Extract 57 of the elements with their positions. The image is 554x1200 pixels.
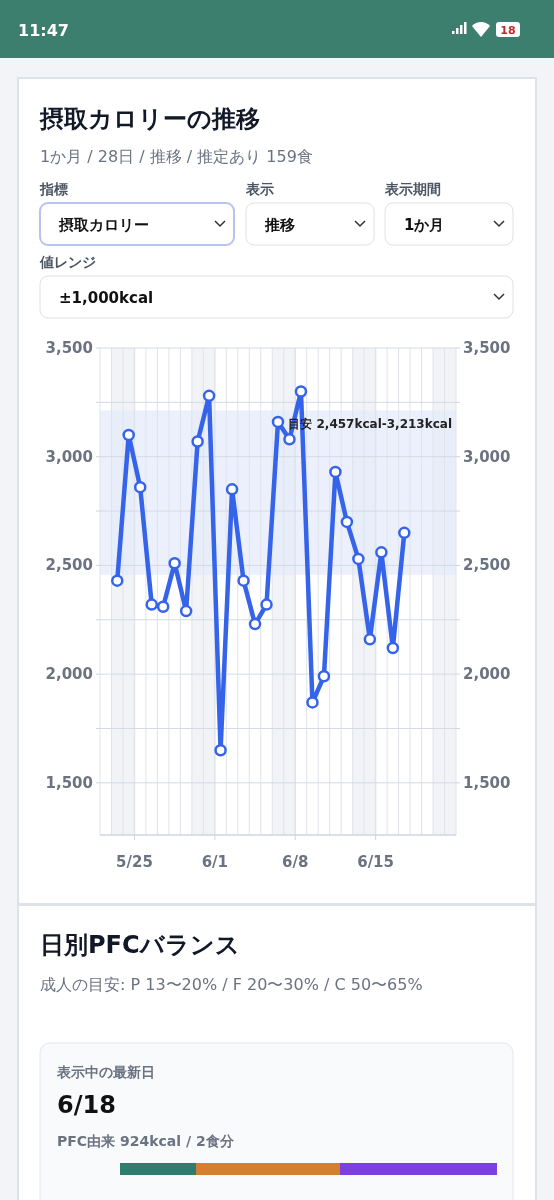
y2-tick-label: 1,500 (463, 773, 511, 792)
text: 成人の目安: P 13〜20% / F 20〜30% / C 50〜65% (40, 975, 423, 994)
text: 表示中の最新日 (56, 1064, 155, 1080)
text: 指標 (39, 181, 68, 197)
y-tick-label: 3,500 (45, 339, 93, 357)
point (283, 433, 296, 446)
text: 11:47 (18, 21, 69, 40)
y-tick-label: 2,000 (45, 665, 93, 684)
x-tick-label: 6/15 (357, 853, 395, 871)
y2-tick-label: 2,000 (463, 665, 511, 684)
point (133, 480, 147, 494)
text: 日別PFCバランス (40, 931, 240, 959)
point (317, 670, 331, 683)
y-tick-label: 2,500 (45, 556, 93, 575)
text: 表示期間 (384, 181, 441, 197)
point (386, 641, 400, 655)
x-tick-label: 5/25 (116, 853, 153, 871)
x-tick-label: 6/8 (282, 853, 309, 871)
y2-tick-label: 3,000 (463, 447, 511, 466)
point (340, 515, 354, 529)
chart-subtitle: 1か月 / 28日 / 推移 / 推定あり 159食 (40, 147, 313, 166)
text: 推移 (264, 216, 295, 234)
text: 摂取カロリー (58, 216, 149, 234)
text: 1か月 (404, 216, 445, 234)
text: 値レンジ (39, 254, 96, 270)
point (179, 604, 193, 618)
point (363, 633, 377, 646)
point (352, 552, 365, 566)
text: 6/18 (57, 1091, 116, 1119)
point (248, 617, 262, 631)
point (237, 574, 250, 587)
point (145, 598, 158, 611)
point (306, 696, 319, 709)
y2-tick-label: 2,500 (463, 556, 511, 575)
y-tick-label: 1,500 (45, 773, 93, 792)
x-tick-label: 6/1 (201, 853, 229, 871)
point (375, 546, 388, 559)
point (110, 574, 124, 587)
point (191, 435, 204, 448)
text: ±1,000kcal (59, 289, 154, 307)
text: 18 (500, 24, 516, 37)
point (271, 415, 285, 429)
y2-tick-label: 3,500 (463, 339, 511, 357)
point (260, 598, 273, 611)
point (225, 483, 239, 496)
point (398, 526, 411, 540)
text: 表示 (245, 181, 274, 197)
chart-title: 摂取カロリーの推移 (39, 105, 260, 133)
text: PFC由来 924kcal / 2食分 (57, 1133, 235, 1149)
point (168, 556, 181, 570)
y-tick-label: 3,000 (45, 447, 93, 466)
point (156, 600, 170, 613)
point (214, 743, 227, 757)
point (329, 465, 342, 479)
point (202, 389, 216, 403)
point (294, 385, 308, 398)
point (122, 428, 135, 442)
